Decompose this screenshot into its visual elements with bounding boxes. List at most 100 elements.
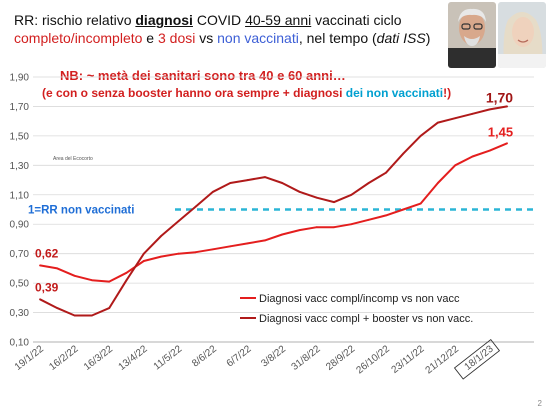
data-point [298,229,301,232]
data-point [212,190,214,193]
reference-label: 1=RR non vaccinati [28,205,134,217]
data-point [298,190,301,193]
data-point [39,264,41,267]
data-point [506,105,508,108]
title-part: COVID [192,12,246,28]
data-point [333,226,335,229]
y-tick-label: 1,50 [10,131,30,142]
data-point [471,112,474,115]
data-point [177,220,180,223]
x-tick-label: 28/9/22 [324,343,357,372]
data-point [229,182,232,184]
slide-title: RR: rischio relativo diagnosi COVID 40-5… [14,11,444,47]
note-highlight: dei non vaccinati [345,86,444,100]
x-tick-label: 21/12/22 [424,343,462,376]
data-point [73,274,76,277]
series-start-label: 0,39 [35,280,59,294]
y-tick-label: 1,30 [10,161,30,172]
x-tick-label: 6/7/22 [225,343,254,369]
title-part: RR: rischio relativo [14,12,136,28]
data-point [194,205,197,208]
data-point [471,155,474,158]
title-part: e [142,30,158,46]
data-point [281,182,284,184]
x-tick-label: 31/8/22 [290,343,323,372]
data-point [437,182,439,184]
x-tick-label: 26/10/22 [354,343,392,376]
data-point [385,171,387,174]
data-point [385,214,387,217]
data-point [264,176,266,179]
data-point [91,279,93,282]
x-tick-label: 11/5/22 [152,343,185,372]
data-point [367,218,370,221]
x-tick-label: 8/6/22 [190,343,219,369]
title-part: completo/incompleto [14,30,143,46]
y-tick-label: 0,90 [10,220,30,231]
data-point [160,255,163,258]
legend-label: Diagnosi vacc compl/incomp vs non vacc [259,293,460,305]
data-point [402,152,405,155]
title-part: , nel tempo ( [298,30,377,46]
data-point [437,121,439,124]
data-point [246,179,249,181]
title-part: vaccinati ciclo [311,12,402,28]
note-text: !) [443,86,452,100]
x-tick-label: 16/3/22 [82,343,115,372]
title-part: 3 dosi [157,30,196,46]
data-point [91,314,93,317]
data-point [56,307,59,310]
title-part: dati ISS [376,30,426,46]
title-part: ) [425,30,431,46]
series-line [39,142,508,283]
x-tick-label: 16/2/22 [47,343,80,372]
data-point [315,196,318,199]
portrait-woman-photo [498,2,546,68]
portrait-man-photo [448,2,496,68]
data-point [402,208,405,211]
x-tick-label: 23/11/22 [390,343,427,375]
data-point [419,202,422,205]
y-tick-label: 0,70 [10,249,30,260]
note-line-2: (e con o senza booster hanno ora sempre … [42,86,451,100]
data-point [454,164,457,167]
legend-label: Diagnosi vacc compl + booster vs non vac… [259,313,473,325]
data-point [142,252,145,255]
data-point [177,252,180,255]
series-start-label: 0,62 [35,246,59,260]
data-point [56,267,59,270]
data-point [367,182,370,184]
data-point [108,280,111,283]
data-point [488,149,491,152]
note-line-1: NB: ~ metà dei sanitari sono tra 40 e 60… [60,68,346,83]
small-caption: Area del Ecocorto [53,156,93,162]
data-point [229,245,232,248]
data-point [281,233,284,236]
data-point [350,223,353,226]
title-part: 40-59 anni [245,12,312,28]
data-point [419,134,422,137]
y-tick-label: 0,30 [10,308,30,319]
x-tick-label: 13/4/22 [117,343,150,372]
series-end-label: 1,45 [488,124,513,139]
data-point [160,235,163,237]
y-tick-label: 1,70 [10,102,30,113]
y-tick-label: 0,50 [10,279,30,290]
title-part: vs [195,30,218,46]
data-point [246,242,249,245]
series-line [39,105,508,317]
data-point [125,271,128,274]
data-point [212,248,214,251]
y-tick-label: 1,10 [10,190,30,201]
data-point [488,108,491,111]
data-point [264,239,266,242]
data-point [506,142,508,145]
series-end-label: 1,70 [486,89,513,105]
y-tick-label: 0,10 [10,338,30,349]
highlight-box [453,339,501,380]
x-tick-label: 19/1/22 [13,343,46,372]
y-tick-label: 1,90 [10,73,30,84]
x-tick-label: 3/8/22 [259,343,288,369]
data-point [194,251,197,254]
